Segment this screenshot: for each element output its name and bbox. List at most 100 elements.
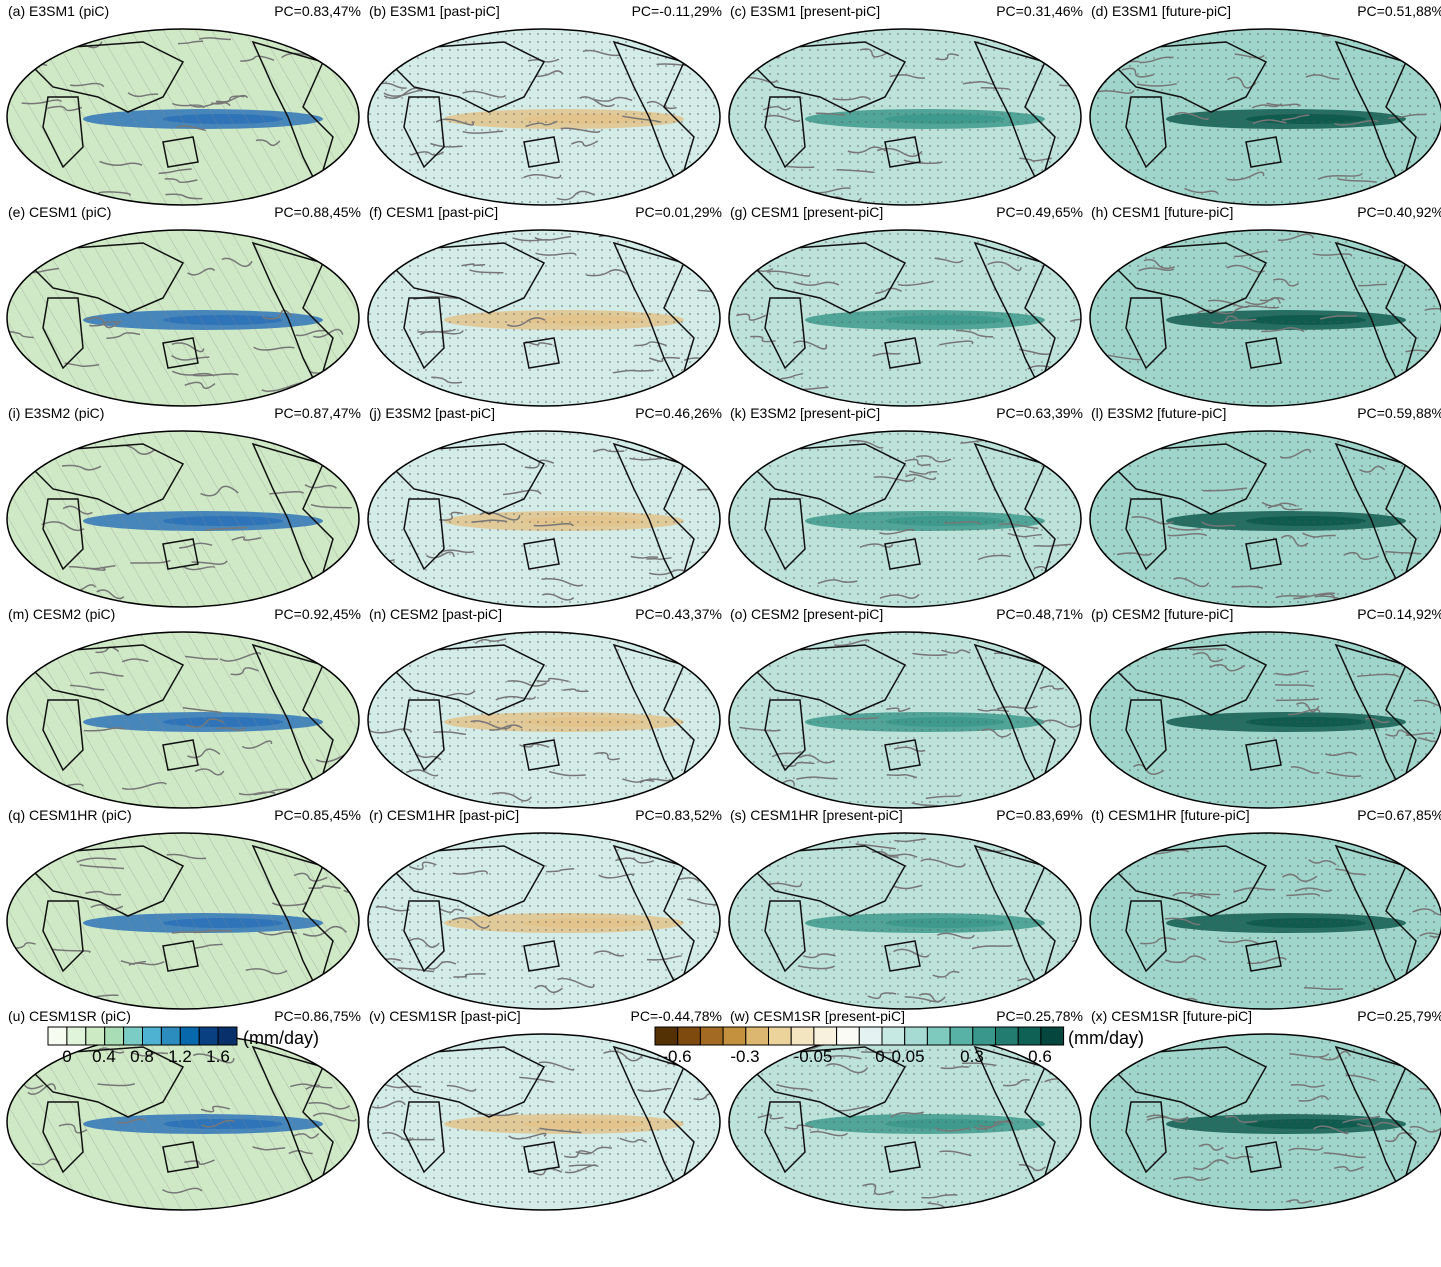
pattern-correlation: PC=-0.11,29% bbox=[632, 3, 722, 19]
map bbox=[366, 229, 740, 409]
colorbar-swatch bbox=[973, 1027, 996, 1045]
pattern-correlation: PC=0.46,26% bbox=[635, 405, 722, 421]
pattern-correlation: PC=0.92,45% bbox=[274, 606, 361, 622]
colorbar-swatch bbox=[199, 1027, 218, 1045]
map bbox=[727, 631, 1087, 811]
colorbar-swatch bbox=[769, 1027, 792, 1045]
pattern-correlation: PC=0.86,75% bbox=[274, 1008, 361, 1024]
pattern-correlation: PC=0.48,71% bbox=[996, 606, 1083, 622]
pattern-correlation: PC=0.83,69% bbox=[996, 807, 1083, 823]
pattern-correlation: PC=0.01,29% bbox=[635, 204, 722, 220]
colorbar-swatch bbox=[927, 1027, 950, 1045]
map bbox=[1088, 28, 1441, 208]
pattern-correlation: PC=0.51,88% bbox=[1357, 3, 1441, 19]
panel-title: (h) CESM1 [future-piC] bbox=[1091, 204, 1233, 220]
colorbar-swatch bbox=[837, 1027, 860, 1045]
panel-title: (x) CESM1SR [future-piC] bbox=[1091, 1008, 1252, 1024]
colorbar-tick-label: 0.6 bbox=[1028, 1047, 1052, 1066]
colorbar-swatch bbox=[791, 1027, 814, 1045]
map bbox=[5, 832, 383, 1012]
map bbox=[5, 631, 361, 811]
colorbar-swatch bbox=[67, 1027, 86, 1045]
panel-title: (m) CESM2 (piC) bbox=[8, 606, 115, 622]
map bbox=[1088, 229, 1441, 409]
colorbar-tick-label: 0.4 bbox=[92, 1047, 116, 1066]
panel-title: (o) CESM2 [present-piC] bbox=[730, 606, 883, 622]
pattern-correlation: PC=0.63,39% bbox=[996, 405, 1083, 421]
panel-title: (t) CESM1HR [future-piC] bbox=[1091, 807, 1250, 823]
panel-title: (c) E3SM1 [present-piC] bbox=[730, 3, 880, 19]
map bbox=[5, 430, 361, 610]
pattern-correlation: PC=0.25,78% bbox=[996, 1008, 1083, 1024]
panel-title: (b) E3SM1 [past-piC] bbox=[369, 3, 500, 19]
map bbox=[366, 28, 722, 208]
map bbox=[5, 229, 361, 409]
pattern-correlation: PC=0.40,92% bbox=[1357, 204, 1441, 220]
panel-title: (i) E3SM2 (piC) bbox=[8, 405, 104, 421]
colorbar-swatch bbox=[161, 1027, 180, 1045]
colorbar-swatch bbox=[700, 1027, 723, 1045]
panel-title: (f) CESM1 [past-piC] bbox=[369, 204, 498, 220]
colorbar-tick-label: -0.05 bbox=[794, 1047, 833, 1066]
map bbox=[366, 832, 755, 1012]
pattern-correlation: PC=0.83,52% bbox=[635, 807, 722, 823]
map bbox=[727, 229, 1099, 409]
pattern-correlation: PC=0.88,45% bbox=[274, 204, 361, 220]
colorbar-swatch bbox=[1018, 1027, 1041, 1045]
colorbar-unit: (mm/day) bbox=[243, 1028, 319, 1048]
map bbox=[1088, 1033, 1441, 1213]
pattern-correlation: PC=0.83,47% bbox=[274, 3, 361, 19]
figure: (a) E3SM1 (piC) PC=0.83,47% (b) E3SM1 [pas… bbox=[0, 0, 1441, 1262]
map bbox=[366, 430, 732, 610]
map bbox=[727, 430, 1111, 610]
panel-title: (l) E3SM2 [future-piC] bbox=[1091, 405, 1226, 421]
panel-title: (q) CESM1HR (piC) bbox=[8, 807, 132, 823]
colorbar-swatch bbox=[218, 1027, 237, 1045]
map bbox=[5, 28, 361, 208]
colorbar-tick-label: -0.6 bbox=[662, 1047, 691, 1066]
colorbar-tick-label: 0 bbox=[62, 1047, 71, 1066]
map bbox=[1088, 631, 1441, 811]
map bbox=[727, 832, 1099, 1012]
colorbar-swatch bbox=[814, 1027, 837, 1045]
colorbar-tick-label: 1.2 bbox=[168, 1047, 192, 1066]
colorbar-tick-label: 1.6 bbox=[206, 1047, 230, 1066]
colorbar-swatch bbox=[859, 1027, 882, 1045]
colorbar-swatch bbox=[655, 1027, 678, 1045]
colorbar-swatch bbox=[746, 1027, 769, 1045]
panel-title: (n) CESM2 [past-piC] bbox=[369, 606, 502, 622]
panel-title: (u) CESM1SR (piC) bbox=[8, 1008, 131, 1024]
colorbar-swatch bbox=[950, 1027, 973, 1045]
panel-title: (g) CESM1 [present-piC] bbox=[730, 204, 883, 220]
colorbar-unit: (mm/day) bbox=[1068, 1028, 1144, 1048]
colorbar-tick-label: 0.8 bbox=[130, 1047, 154, 1066]
colorbar-swatch bbox=[48, 1027, 67, 1045]
panel-title: (r) CESM1HR [past-piC] bbox=[369, 807, 519, 823]
colorbar-swatch bbox=[1041, 1027, 1064, 1045]
pattern-correlation: PC=0.67,85% bbox=[1357, 807, 1441, 823]
map bbox=[727, 28, 1101, 208]
pattern-correlation: PC=0.14,92% bbox=[1357, 606, 1441, 622]
pattern-correlation: PC=0.59,88% bbox=[1357, 405, 1441, 421]
colorbar-swatch bbox=[143, 1027, 162, 1045]
colorbar-tick-label: 0 bbox=[875, 1047, 884, 1066]
panel-title: (e) CESM1 (piC) bbox=[8, 204, 111, 220]
colorbar-tick-label: -0.3 bbox=[730, 1047, 759, 1066]
colorbar-swatch bbox=[882, 1027, 905, 1045]
colorbar-swatch bbox=[678, 1027, 701, 1045]
colorbar-swatch bbox=[86, 1027, 105, 1045]
colorbar-swatch bbox=[124, 1027, 143, 1045]
pattern-correlation: PC=0.49,65% bbox=[996, 204, 1083, 220]
colorbar-swatch bbox=[996, 1027, 1019, 1045]
pattern-correlation: PC=0.25,79% bbox=[1357, 1008, 1441, 1024]
colorbar-tick-label: 0.05 bbox=[891, 1047, 924, 1066]
map bbox=[366, 631, 722, 811]
colorbar-swatch bbox=[180, 1027, 199, 1045]
pattern-correlation: PC=0.43,37% bbox=[635, 606, 722, 622]
panel-title: (s) CESM1HR [present-piC] bbox=[730, 807, 903, 823]
panel-title: (j) E3SM2 [past-piC] bbox=[369, 405, 495, 421]
colorbar-swatch bbox=[105, 1027, 124, 1045]
colorbar-swatch bbox=[905, 1027, 928, 1045]
map bbox=[1088, 430, 1441, 610]
panel-title: (a) E3SM1 (piC) bbox=[8, 3, 109, 19]
